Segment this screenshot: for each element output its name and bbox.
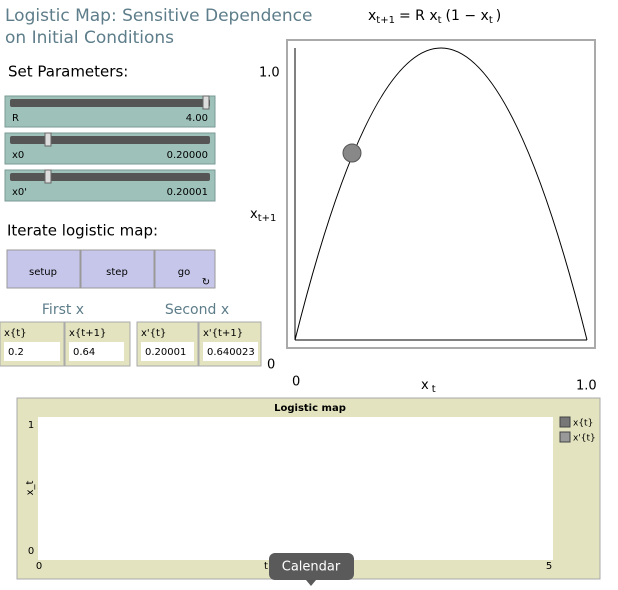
- monitor-value: 0.640023: [207, 347, 255, 358]
- plot-title: Logistic map: [274, 403, 346, 414]
- equation: xt+1 = R xt (1 − xt): [368, 8, 501, 26]
- slider[interactable]: x0 0.20000: [4, 132, 216, 165]
- slider-label: x0': [12, 187, 27, 198]
- button-label: go: [178, 267, 190, 278]
- monitor: x'{t} 0.20001: [136, 321, 199, 367]
- axis-label: t: [264, 561, 268, 572]
- legend-label: x'{t}: [573, 434, 596, 444]
- axis-label: xt+1: [250, 207, 276, 225]
- slider[interactable]: x0' 0.20001: [4, 169, 216, 202]
- monitor-value: 0.2: [8, 347, 24, 358]
- tick-label: 0: [36, 561, 42, 572]
- legend-swatch: [559, 431, 571, 443]
- legend-label: x{t}: [573, 419, 593, 429]
- legend-swatch: [559, 416, 571, 428]
- monitor-label: x{t+1}: [69, 328, 106, 339]
- tick-label: 5: [546, 561, 552, 572]
- tooltip: Calendar: [269, 553, 354, 586]
- monitor-label: x'{t}: [141, 328, 166, 339]
- axis-label: x_t: [25, 481, 36, 496]
- axis-label: 0: [267, 358, 275, 373]
- title: on Initial Conditions: [5, 28, 174, 48]
- button[interactable]: go ↻: [154, 249, 216, 289]
- monitor: x'{t+1} 0.640023: [198, 321, 262, 367]
- slider-value: 0.20001: [167, 187, 208, 198]
- button-label: setup: [29, 267, 57, 278]
- slider-value: 4.00: [186, 113, 208, 124]
- title: Logistic Map: Sensitive Dependence: [5, 6, 312, 26]
- monitor: x{t} 0.2: [0, 321, 65, 367]
- heading: First x: [42, 302, 84, 318]
- slider-value: 0.20000: [167, 150, 208, 161]
- monitor-value: 0.64: [73, 347, 95, 358]
- axis-label: 1.0: [259, 66, 280, 81]
- button-label: step: [106, 267, 128, 278]
- heading: Second x: [165, 302, 229, 318]
- heading: Set Parameters:: [8, 63, 128, 81]
- slider-label: R: [12, 113, 19, 124]
- axis-label: 0: [292, 375, 300, 390]
- tick-label: 0: [28, 546, 34, 557]
- tick-label: 1: [28, 420, 34, 431]
- slider[interactable]: R 4.00: [4, 95, 216, 128]
- forever-icon: ↻: [202, 277, 210, 288]
- button[interactable]: setup: [6, 249, 81, 289]
- monitor: x{t+1} 0.64: [64, 321, 131, 367]
- plot-area: [38, 417, 553, 560]
- slider-label: x0: [12, 150, 24, 161]
- monitor-value: 0.20001: [145, 347, 186, 358]
- axis-label: 1.0: [576, 379, 597, 394]
- heading: Iterate logistic map:: [7, 222, 158, 240]
- parabola: [294, 47, 588, 341]
- monitor-label: x{t}: [4, 328, 27, 339]
- button[interactable]: step: [80, 249, 155, 289]
- monitor-label: x'{t+1}: [203, 328, 243, 339]
- world-view: [286, 39, 596, 349]
- point: [342, 143, 362, 163]
- tooltip-text: Calendar: [282, 560, 341, 575]
